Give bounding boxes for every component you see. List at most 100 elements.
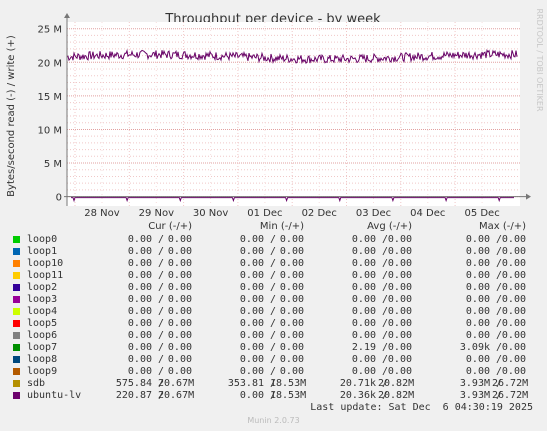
legend-row-loop3: loop3 0.00 /0.00 0.00 /0.00 0.00 /0.00 0.00 … bbox=[0, 294, 547, 306]
axes bbox=[64, 13, 531, 206]
legend-separator: / bbox=[264, 306, 277, 317]
legend-row-loop11: loop11 0.00 /0.00 0.00 /0.00 0.00 /0.00 0.00… bbox=[0, 270, 547, 282]
legend-value-cur_w: 0.00 bbox=[167, 258, 192, 269]
legend-separator: / bbox=[490, 258, 503, 269]
legend-value-min_r: 0.00 bbox=[239, 354, 264, 365]
legend-separator: / bbox=[152, 342, 165, 353]
legend-value-max_r: 0.00 bbox=[465, 354, 490, 365]
legend-separator: / bbox=[264, 354, 277, 365]
x-axis-arrow bbox=[526, 193, 531, 200]
legend-value-cur_w: 20.67M bbox=[158, 390, 195, 401]
legend-separator: / bbox=[376, 354, 389, 365]
x-tick-label: 28 Nov bbox=[84, 208, 120, 219]
legend-value-avg_w: 0.00 bbox=[387, 318, 412, 329]
legend-separator: / bbox=[152, 294, 165, 305]
legend-value-min_r: 0.00 bbox=[239, 246, 264, 257]
legend-value-cur_r: 0.00 bbox=[127, 258, 152, 269]
legend-value-max_r: 0.00 bbox=[465, 306, 490, 317]
legend-separator: / bbox=[264, 282, 277, 293]
legend-swatch bbox=[13, 368, 20, 375]
legend-value-cur_r: 0.00 bbox=[127, 270, 152, 281]
x-tick-label: 03 Dec bbox=[356, 208, 391, 219]
legend-value-min_w: 0.00 bbox=[279, 318, 304, 329]
legend-separator: / bbox=[490, 366, 503, 377]
legend-value-max_r: 0.00 bbox=[465, 234, 490, 245]
legend-value-max_r: 0.00 bbox=[465, 270, 490, 281]
legend-separator: / bbox=[376, 318, 389, 329]
legend-value-avg_w: 0.00 bbox=[387, 246, 412, 257]
legend-row-loop8: loop8 0.00 /0.00 0.00 /0.00 0.00 /0.00 0.00 … bbox=[0, 354, 547, 366]
legend-value-min_w: 0.00 bbox=[279, 330, 304, 341]
legend-separator: / bbox=[490, 342, 503, 353]
legend-separator: / bbox=[152, 330, 165, 341]
legend-separator: / bbox=[490, 282, 503, 293]
legend-value-max_r: 3.09k bbox=[459, 342, 490, 353]
legend-separator: / bbox=[490, 378, 503, 389]
legend-separator: / bbox=[376, 270, 389, 281]
legend-row-loop5: loop5 0.00 /0.00 0.00 /0.00 0.00 /0.00 0.00 … bbox=[0, 318, 547, 330]
legend-value-avg_r: 0.00 bbox=[351, 318, 376, 329]
legend-separator: / bbox=[152, 234, 165, 245]
legend-value-max_r: 0.00 bbox=[465, 294, 490, 305]
legend-value-cur_r: 0.00 bbox=[127, 234, 152, 245]
legend-row-ubuntu-lv: ubuntu-lv 220.87 /20.67M 0.00 /18.53M 20.36… bbox=[0, 390, 547, 402]
series-lines bbox=[66, 48, 518, 203]
legend-device-name: loop11 bbox=[27, 270, 64, 281]
legend-row-loop9: loop9 0.00 /0.00 0.00 /0.00 0.00 /0.00 0.00 … bbox=[0, 366, 547, 378]
grid bbox=[67, 22, 520, 206]
legend-value-cur_w: 0.00 bbox=[167, 234, 192, 245]
legend-value-avg_r: 0.00 bbox=[351, 330, 376, 341]
legend-value-avg_w: 0.00 bbox=[387, 330, 412, 341]
legend-value-min_w: 18.53M bbox=[270, 378, 307, 389]
legend-separator: / bbox=[490, 330, 503, 341]
legend-value-max_w: 26.72M bbox=[492, 378, 529, 389]
legend-separator: / bbox=[264, 258, 277, 269]
legend-value-max_w: 0.00 bbox=[501, 330, 526, 341]
legend-row-loop10: loop10 0.00 /0.00 0.00 /0.00 0.00 /0.00 0.00… bbox=[0, 258, 547, 270]
legend-value-avg_r: 20.71k bbox=[339, 378, 376, 389]
legend-separator: / bbox=[376, 306, 389, 317]
legend-separator: / bbox=[264, 330, 277, 341]
header-avg: Avg (-/+) bbox=[367, 221, 412, 232]
legend-value-avg_w: 0.00 bbox=[387, 282, 412, 293]
legend-value-min_r: 0.00 bbox=[239, 294, 264, 305]
y-tick-label: 25 M bbox=[37, 25, 62, 36]
legend-value-min_r: 0.00 bbox=[239, 366, 264, 377]
legend-header: Cur (-/+) Min (-/+) Avg (-/+) Max (-/+) bbox=[0, 221, 547, 234]
legend-separator: / bbox=[376, 258, 389, 269]
legend-separator: / bbox=[490, 234, 503, 245]
legend-swatch bbox=[13, 344, 20, 351]
legend-value-cur_w: 0.00 bbox=[167, 246, 192, 257]
legend-separator: / bbox=[490, 390, 503, 401]
legend-separator: / bbox=[376, 330, 389, 341]
legend-value-avg_w: 20.82M bbox=[378, 390, 415, 401]
y-axis-label: Bytes/second read (-) / write (+) bbox=[6, 35, 17, 197]
legend-value-min_w: 0.00 bbox=[279, 234, 304, 245]
legend-device-name: loop5 bbox=[27, 318, 58, 329]
legend-separator: / bbox=[264, 318, 277, 329]
y-axis-arrow bbox=[64, 13, 70, 18]
legend-value-cur_r: 0.00 bbox=[127, 318, 152, 329]
legend-value-min_w: 0.00 bbox=[279, 354, 304, 365]
legend-row-loop6: loop6 0.00 /0.00 0.00 /0.00 0.00 /0.00 0.00 … bbox=[0, 330, 547, 342]
legend-value-min_r: 0.00 bbox=[239, 270, 264, 281]
legend-value-avg_r: 0.00 bbox=[351, 258, 376, 269]
legend-value-avg_r: 0.00 bbox=[351, 282, 376, 293]
legend-separator: / bbox=[152, 270, 165, 281]
legend-value-min_r: 0.00 bbox=[239, 330, 264, 341]
legend-value-avg_r: 0.00 bbox=[351, 294, 376, 305]
x-tick-label: 04 Dec bbox=[410, 208, 445, 219]
legend-separator: / bbox=[490, 354, 503, 365]
legend-value-min_r: 0.00 bbox=[239, 318, 264, 329]
legend-device-name: loop9 bbox=[27, 366, 58, 377]
legend-value-max_w: 0.00 bbox=[501, 282, 526, 293]
legend-value-avg_w: 0.00 bbox=[387, 234, 412, 245]
legend-separator: / bbox=[264, 378, 277, 389]
legend-value-max_r: 0.00 bbox=[465, 282, 490, 293]
legend-value-max_w: 0.00 bbox=[501, 270, 526, 281]
legend-value-max_w: 0.00 bbox=[501, 246, 526, 257]
last-update: Last update: Sat Dec 6 04:30:19 2025 bbox=[310, 402, 533, 413]
legend-value-max_w: 0.00 bbox=[501, 354, 526, 365]
legend-device-name: loop3 bbox=[27, 294, 58, 305]
legend-device-name: loop7 bbox=[27, 342, 58, 353]
